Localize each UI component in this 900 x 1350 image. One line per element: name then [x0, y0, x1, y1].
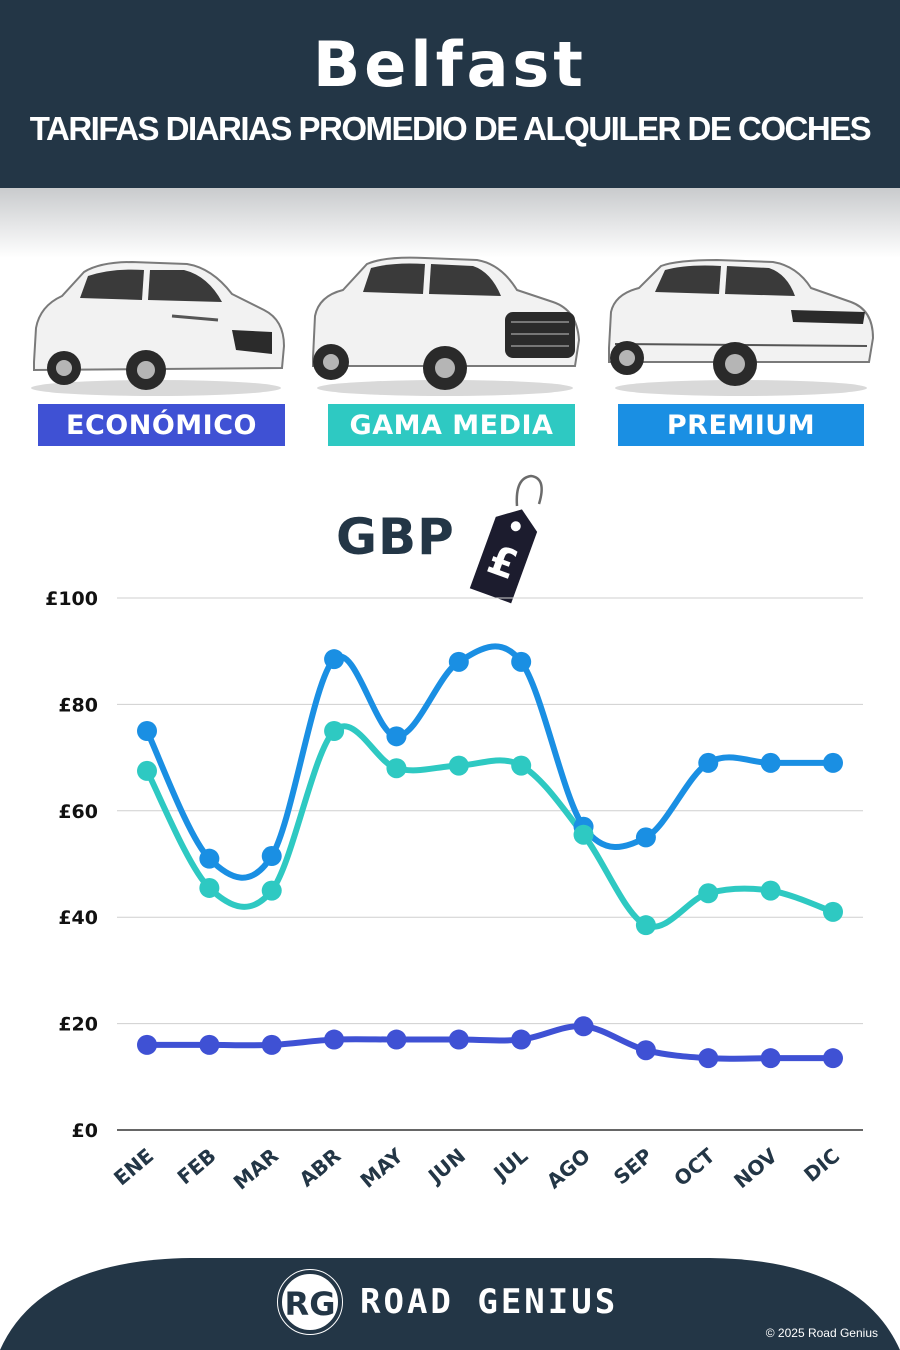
data-point: [635, 915, 656, 936]
data-point: [199, 848, 220, 869]
header-shadow: [0, 188, 900, 258]
data-point: [823, 752, 843, 773]
price-tag-icon: £: [469, 474, 543, 604]
footer-band: RG: [0, 1258, 900, 1350]
category-premium: PREMIUM: [618, 404, 864, 446]
currency-label: GBP: [336, 508, 455, 566]
data-point: [698, 883, 719, 904]
y-tick-label: £80: [58, 694, 98, 716]
y-tick-label: £0: [72, 1120, 98, 1142]
data-point: [137, 721, 157, 741]
data-point: [386, 726, 407, 747]
data-point: [261, 1034, 282, 1055]
data-point: [760, 880, 781, 901]
city-title: Belfast: [313, 28, 587, 101]
y-tick-label: £60: [58, 801, 98, 823]
x-tick-label: ABR: [295, 1143, 346, 1191]
page-subtitle: TARIFAS DIARIAS PROMEDIO DE ALQUILER DE …: [29, 110, 872, 147]
x-tick-label: NOV: [729, 1143, 782, 1193]
data-point: [137, 1034, 157, 1055]
data-point: [823, 1048, 843, 1069]
data-point: [511, 1029, 532, 1050]
data-point: [386, 758, 407, 779]
category-midsize: GAMA MEDIA: [328, 404, 575, 446]
data-point: [573, 824, 594, 845]
data-point: [448, 755, 469, 776]
data-point: [698, 1048, 719, 1069]
data-point: [760, 1048, 781, 1069]
data-point: [261, 846, 282, 867]
x-tick-label: ENE: [109, 1143, 158, 1190]
x-tick-label: DIC: [799, 1143, 844, 1186]
data-point: [199, 877, 220, 898]
data-point: [386, 1029, 407, 1050]
header-banner: Belfast TARIFAS DIARIAS PROMEDIO DE ALQU…: [0, 0, 900, 188]
data-point: [635, 827, 656, 848]
data-point: [324, 649, 345, 670]
data-point: [448, 651, 469, 672]
data-point: [448, 1029, 469, 1050]
y-tick-label: £20: [58, 1014, 98, 1036]
data-point: [635, 1040, 656, 1061]
data-point: [324, 721, 345, 741]
data-point: [261, 880, 282, 901]
rental-rates-chart: £0 £20 £40 £60 £80 £100 ENE FEB MAR ABR MAY JUN JUL…: [45, 588, 863, 1194]
x-tick-label: SEP: [609, 1143, 657, 1189]
road-genius-logo-icon: RG: [285, 1285, 336, 1323]
x-tick-label: AGO: [542, 1143, 595, 1193]
data-point: [760, 752, 781, 773]
x-tick-label: FEB: [173, 1143, 221, 1189]
data-point: [137, 760, 157, 781]
data-point: [573, 1016, 594, 1037]
x-tick-label: MAR: [229, 1143, 283, 1194]
x-tick-label: MAY: [356, 1143, 409, 1193]
copyright-text: © 2025 Road Genius: [765, 1326, 878, 1340]
category-economy: ECONÓMICO: [38, 404, 285, 446]
data-point: [199, 1034, 220, 1055]
x-tick-label: JUL: [488, 1143, 533, 1186]
brand-name: ROAD GENIUS: [360, 1282, 619, 1322]
economy-car-icon: [31, 260, 286, 396]
x-tick-label: OCT: [669, 1143, 719, 1191]
data-point: [511, 651, 532, 672]
y-tick-label: £100: [45, 588, 98, 610]
y-tick-label: £40: [58, 907, 98, 929]
x-tick-label: JUN: [422, 1143, 470, 1189]
series-line: [144, 1023, 836, 1062]
premium-suv-icon: [608, 258, 875, 396]
data-point: [698, 752, 719, 773]
midsize-suv-icon: [312, 256, 581, 396]
data-point: [511, 755, 532, 776]
data-point: [324, 1029, 345, 1050]
data-point: [823, 901, 843, 922]
